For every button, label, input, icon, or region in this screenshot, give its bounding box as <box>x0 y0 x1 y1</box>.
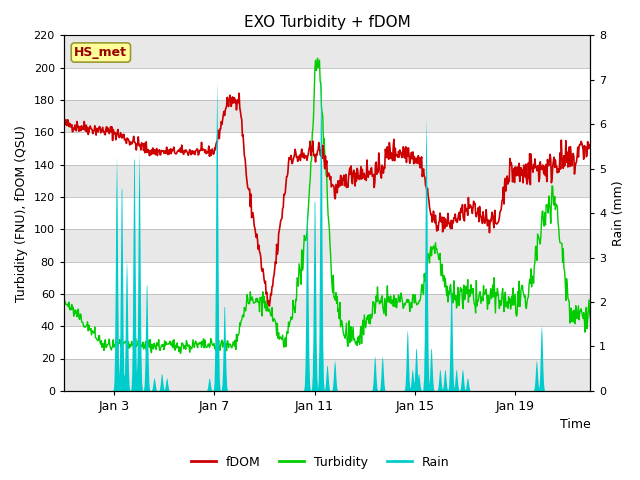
Y-axis label: Turbidity (FNU), fDOM (QSU): Turbidity (FNU), fDOM (QSU) <box>15 125 28 301</box>
Title: EXO Turbidity + fDOM: EXO Turbidity + fDOM <box>244 15 410 30</box>
Legend: fDOM, Turbidity, Rain: fDOM, Turbidity, Rain <box>186 451 454 474</box>
Y-axis label: Rain (mm): Rain (mm) <box>612 180 625 246</box>
Bar <box>64 229 590 262</box>
Bar <box>64 36 590 68</box>
X-axis label: Time: Time <box>559 419 590 432</box>
Bar <box>64 165 590 197</box>
Bar <box>64 359 590 391</box>
Bar <box>64 100 590 132</box>
Text: HS_met: HS_met <box>74 46 127 59</box>
Bar <box>64 294 590 326</box>
